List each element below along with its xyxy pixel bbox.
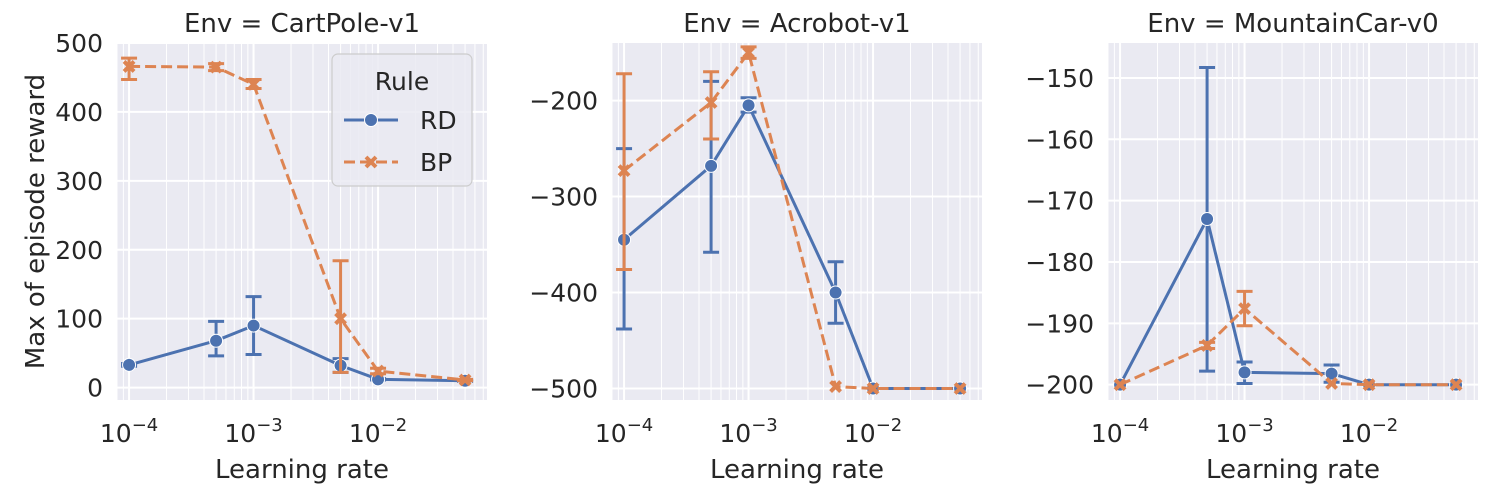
y-tick-label: −150: [1025, 64, 1094, 93]
legend: Rule RD BP: [331, 53, 473, 187]
x-tick-label: 10−4: [595, 415, 653, 448]
x-tick-label: 10−2: [844, 415, 902, 448]
legend-label: BP: [420, 148, 452, 177]
legend-title: Rule: [375, 67, 429, 96]
y-tick-label: 400: [55, 98, 103, 127]
data-point: [1325, 377, 1338, 390]
y-tick-label: −200: [529, 87, 598, 116]
x-axis-label: Learning rate: [1206, 455, 1380, 485]
plot-background: [612, 43, 982, 400]
data-point: [209, 60, 223, 74]
x-tick-label: 10−3: [1215, 415, 1273, 448]
data-point: [371, 364, 385, 378]
x-tick-label: 10−2: [349, 415, 407, 448]
x-tick-label: 10−4: [100, 415, 158, 448]
data-point: [1238, 302, 1251, 316]
x-axis-label: Learning rate: [710, 455, 884, 485]
data-point: [828, 285, 843, 300]
x-tick-label: 10−3: [224, 415, 282, 448]
data-point: [122, 60, 136, 73]
data-point: [741, 98, 756, 113]
series-line: [129, 64, 466, 382]
data-point: [1237, 365, 1252, 380]
y-tick-label: −200: [1025, 371, 1094, 400]
error-bar: [703, 70, 720, 141]
panel-title: Env = MountainCar-v0: [1147, 9, 1438, 39]
data-point: [334, 312, 347, 326]
data-point: [1113, 378, 1127, 392]
x-axis-label: Learning rate: [215, 455, 389, 485]
data-point: [617, 164, 631, 178]
data-point: [247, 77, 260, 91]
y-tick-label: −160: [1025, 125, 1094, 154]
series-bp: [616, 45, 967, 395]
legend-label: RD: [420, 106, 457, 135]
legend-entry-rd: RD: [344, 106, 457, 135]
y-tick-label: −400: [529, 279, 598, 308]
panel-2: −500 −400 −300 −200 10−4 10−3 10−2 Env = Acrobo…: [529, 9, 982, 485]
panel-3: −200 −190 −180 −170 −160 −150 10−4 10−3 10−2 Env …: [1025, 9, 1478, 485]
data-point: [953, 382, 967, 395]
y-tick-label: 500: [55, 29, 103, 58]
series-bp: [121, 56, 474, 387]
y-tick-label: 0: [87, 374, 103, 403]
series-line: [128, 324, 466, 383]
x-gridlines: [116, 43, 484, 400]
panel-title: Env = Acrobot-v1: [683, 9, 910, 39]
y-tick-label: −170: [1025, 187, 1094, 216]
y-tick-label: 200: [55, 236, 103, 265]
data-point: [122, 357, 137, 372]
series-line: [623, 51, 961, 390]
data-point: [458, 373, 472, 387]
data-point: [704, 96, 718, 109]
y-tick-label: 100: [55, 305, 103, 334]
x-tick-label: 10−4: [1091, 415, 1149, 448]
data-point: [246, 318, 261, 333]
y-tick-label: −190: [1025, 309, 1094, 338]
plot-background: [1108, 43, 1478, 400]
y-gridlines: [117, 42, 487, 389]
y-tick-label: −300: [529, 183, 598, 212]
data-point: [209, 333, 224, 348]
data-point: [704, 158, 719, 173]
y-axis-label: Max of episode reward: [21, 74, 51, 369]
panel-title: Env = CartPole-v1: [184, 9, 420, 39]
series-line: [1119, 307, 1457, 387]
legend-entry-bp: BP: [344, 148, 452, 177]
data-point: [829, 380, 842, 393]
data-point: [1449, 378, 1463, 392]
legend-marker: [364, 155, 378, 169]
y-tick-label: 300: [55, 167, 103, 196]
data-point: [1200, 338, 1214, 352]
x-tick-label: 10−2: [1340, 415, 1398, 448]
legend-marker: [364, 113, 378, 127]
y-tick-label: −500: [529, 374, 598, 403]
x-tick-label: 10−3: [719, 415, 777, 448]
y-tick-label: −180: [1025, 248, 1094, 277]
data-point: [866, 382, 880, 395]
data-point: [742, 46, 755, 60]
data-point: [1362, 378, 1376, 392]
data-point: [1324, 366, 1339, 381]
series-bp: [1113, 289, 1463, 392]
data-point: [1200, 212, 1215, 227]
legend-box: [331, 53, 473, 187]
